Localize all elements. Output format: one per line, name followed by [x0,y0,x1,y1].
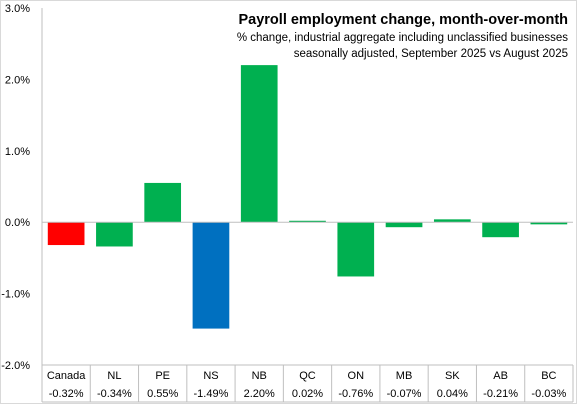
bar-pe [144,182,182,223]
bar-sk [433,219,471,223]
bar-ab [482,222,519,238]
y-tick-label: 2.0% [5,74,30,86]
bar-ns [192,222,230,329]
category-label: BC [541,370,556,382]
y-tick-label: 0.0% [5,217,30,229]
value-label: -0.34% [97,388,132,400]
chart-subtitle-line-2: seasonally adjusted, September 2025 vs A… [294,48,568,60]
y-axis: 3.0% 2.0% 1.0% 0.0% -1.0% -2.0% [1,3,43,402]
value-label: -0.21% [483,388,518,400]
value-label: -0.76% [338,388,373,400]
bar-mb [385,222,423,228]
value-label: 0.02% [292,388,323,400]
chart-subtitle-line-1: % change, industrial aggregate including… [237,32,568,44]
y-tick-label: -2.0% [1,360,30,372]
category-label: ON [348,370,365,382]
value-label: 0.55% [147,388,178,400]
category-table: Canada -0.32% NL -0.34% PE 0.55% NS -1.49% NB 2.2… [42,364,574,403]
category-label: NB [252,370,267,382]
value-label: 0.04% [437,388,468,400]
y-tick-label: 1.0% [5,146,30,158]
bar-qc [289,220,326,223]
category-label: SK [445,370,460,382]
bar-bc [530,222,568,225]
category-label: AB [493,370,508,382]
bars-group [42,65,573,329]
value-label: -0.07% [387,388,422,400]
category-label: Canada [47,370,86,382]
value-label: 2.20% [244,388,275,400]
value-label: -0.03% [531,388,566,400]
value-label: -1.49% [194,388,229,400]
category-label: MB [396,370,413,382]
category-label: NS [203,370,218,382]
y-tick-label: -1.0% [1,289,30,301]
bar-canada [47,222,85,246]
category-label: PE [155,370,170,382]
bar-nb [240,65,278,223]
category-label: QC [299,370,316,382]
bar-nl [96,222,133,247]
bar-on [337,222,375,277]
chart-title: Payroll employment change, month-over-mo… [238,12,568,28]
y-tick-label: 3.0% [5,3,30,15]
value-label: -0.32% [49,388,84,400]
category-label: NL [107,370,121,382]
